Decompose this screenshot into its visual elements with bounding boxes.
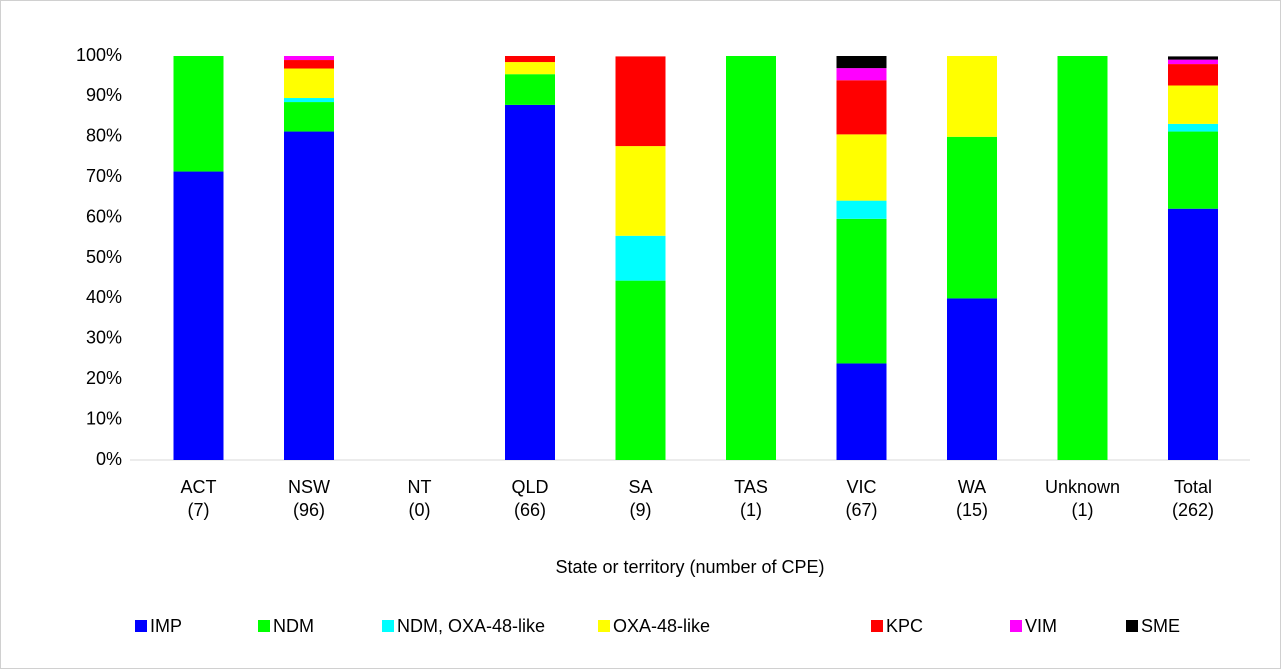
legend-swatch (258, 620, 270, 632)
y-tick-label: 90% (86, 85, 122, 105)
x-tick-label: Unknown (1) (1044, 477, 1121, 520)
bar-segment (505, 62, 555, 75)
legend-label: SME (1141, 616, 1180, 636)
bar-segment (836, 134, 887, 201)
y-tick-label: 20% (86, 368, 122, 388)
bar-segment (836, 80, 887, 135)
bar-segment (1168, 56, 1218, 60)
bar-segment (836, 68, 887, 81)
bar-segment (615, 146, 666, 236)
x-tick-label: ACT (7) (180, 477, 217, 520)
bar-segment (1168, 85, 1218, 124)
bar-segment (284, 102, 334, 132)
bar-segment (836, 363, 887, 460)
bar-segment (726, 56, 776, 460)
x-tick-label: TAS (1) (734, 477, 768, 520)
bar-segment (947, 56, 997, 137)
y-tick-label: 40% (86, 287, 122, 307)
y-tick-label: 10% (86, 408, 122, 428)
legend-swatch (382, 620, 394, 632)
bar-segment (284, 98, 334, 103)
bar-segment (284, 68, 334, 99)
legend-label: NDM, OXA-48-like (397, 616, 545, 636)
y-tick-label: 0% (96, 449, 122, 469)
x-tick-label: NT (0) (407, 477, 432, 520)
bar-segment (615, 56, 666, 147)
bar-segment (1168, 64, 1218, 86)
bar-segment (505, 104, 555, 460)
legend-label: IMP (150, 616, 182, 636)
y-tick-label: 60% (86, 206, 122, 226)
x-tick-label: NSW (96) (288, 477, 330, 520)
bar-segment (1168, 59, 1218, 65)
legend-label: NDM (273, 616, 314, 636)
x-axis-title: State or territory (number of CPE) (555, 557, 824, 577)
bar-segment (1168, 208, 1218, 460)
bar-segment (284, 60, 334, 69)
bar-segment (173, 171, 224, 460)
bar-segment (505, 56, 555, 63)
bar-segment (284, 56, 334, 61)
legend-swatch (1010, 620, 1022, 632)
legend-label: OXA-48-like (613, 616, 710, 636)
y-tick-label: 50% (86, 247, 122, 267)
x-tick-label: SA (9) (628, 477, 653, 520)
bar-segment (284, 131, 334, 460)
bar-segment (836, 200, 887, 219)
x-tick-label: VIC (67) (845, 477, 878, 520)
legend-swatch (598, 620, 610, 632)
bar-segment (505, 74, 555, 105)
bar-segment (615, 235, 666, 281)
x-tick-label: Total (262) (1171, 477, 1215, 520)
legend-swatch (1126, 620, 1138, 632)
bar-segment (947, 136, 997, 299)
bar-segment (1168, 123, 1218, 132)
bar-segment (1057, 56, 1108, 460)
y-tick-label: 70% (86, 166, 122, 186)
x-tick-label: QLD (66) (511, 477, 549, 520)
bar-segment (836, 56, 887, 69)
bar-segment (836, 218, 887, 364)
y-tick-label: 80% (86, 126, 122, 146)
legend-label: VIM (1025, 616, 1057, 636)
legend-swatch (871, 620, 883, 632)
x-tick-label: WA (15) (955, 477, 988, 520)
legend-swatch (135, 620, 147, 632)
bar-segment (173, 56, 224, 172)
y-tick-label: 30% (86, 328, 122, 348)
bar-segment (1168, 131, 1218, 209)
y-tick-label: 100% (76, 45, 122, 65)
legend-label: KPC (886, 616, 923, 636)
bar-segment (947, 298, 997, 460)
bar-segment (615, 280, 666, 460)
